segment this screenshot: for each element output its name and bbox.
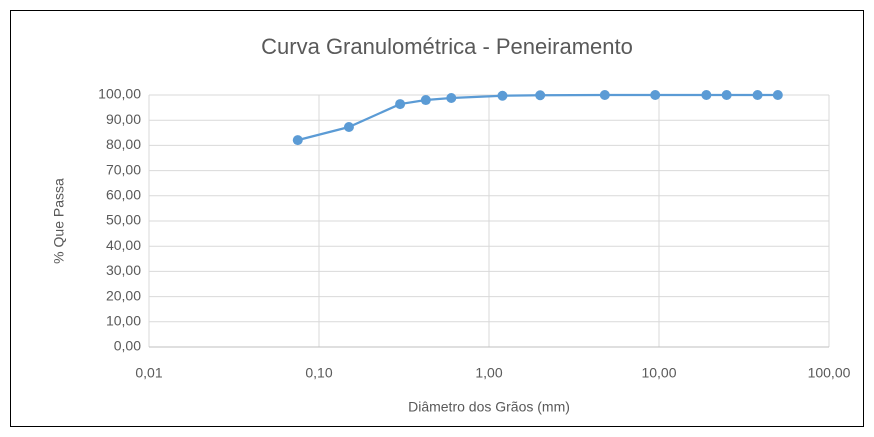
data-point: [292, 135, 303, 146]
x-tick-label: 10,00: [641, 365, 676, 381]
chart-border: [10, 10, 864, 427]
y-tick-label: 50,00: [106, 212, 141, 228]
data-point: [446, 93, 457, 104]
x-tick-label: 100,00: [808, 365, 851, 381]
data-point: [721, 90, 732, 100]
y-axis-label: % Que Passa: [51, 178, 67, 264]
y-tick-label: 100,00: [98, 86, 141, 102]
data-point: [395, 99, 406, 110]
y-tick-label: 90,00: [106, 111, 141, 127]
y-tick-label: 30,00: [106, 262, 141, 278]
data-point: [599, 90, 610, 100]
y-tick-label: 10,00: [106, 313, 141, 329]
data-point: [650, 90, 661, 100]
y-tick-label: 40,00: [106, 237, 141, 253]
data-point: [701, 90, 712, 100]
y-tick-label: 80,00: [106, 136, 141, 152]
data-point: [772, 90, 783, 100]
data-point: [752, 90, 763, 100]
y-tick-label: 20,00: [106, 287, 141, 303]
y-tick-label: 60,00: [106, 187, 141, 203]
data-point: [343, 122, 354, 133]
y-tick-label: 0,00: [114, 338, 141, 354]
data-point: [497, 90, 508, 101]
chart-title: Curva Granulométrica - Peneiramento: [261, 34, 633, 59]
data-point: [420, 95, 431, 106]
x-tick-label: 1,00: [475, 365, 502, 381]
data-point: [535, 90, 546, 101]
x-axis-label: Diâmetro dos Grãos (mm): [408, 399, 570, 415]
y-tick-label: 70,00: [106, 161, 141, 177]
x-tick-label: 0,10: [305, 365, 332, 381]
x-tick-label: 0,01: [135, 365, 162, 381]
